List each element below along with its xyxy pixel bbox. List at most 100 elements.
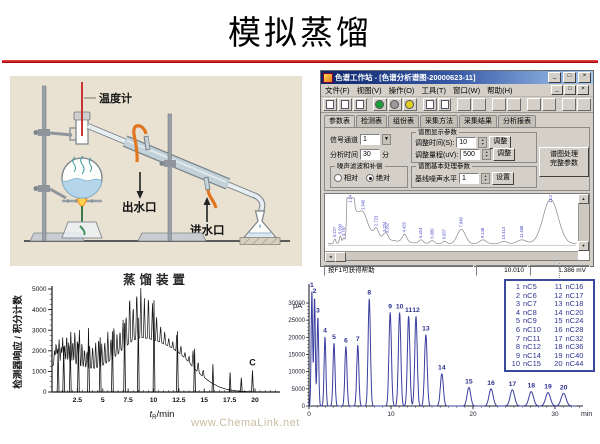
svg-text:20: 20 [560,384,568,391]
toolbar-new-button[interactable] [323,98,337,111]
menu-item[interactable]: 工具(T) [421,85,446,95]
legend-entry: 20 nC44 [554,359,584,369]
svg-text:14: 14 [438,365,446,372]
svg-text:13: 13 [422,326,430,333]
svg-text:2.5: 2.5 [73,397,83,404]
tab-5[interactable]: 采集结果 [459,115,497,127]
set-button[interactable]: 设置 [492,172,514,185]
adjust-button[interactable]: 调整 [493,148,516,161]
tab-1[interactable]: 参数表 [324,115,355,127]
radio-absolute[interactable]: 绝对 [366,173,390,183]
chevron-down-icon[interactable]: ▼ [382,134,391,145]
tab-2[interactable]: 检测表 [356,115,387,127]
svg-text:4: 4 [323,328,327,335]
svg-text:9.148: 9.148 [480,227,485,238]
toolbar-save-button[interactable] [352,98,367,111]
child-window-buttons: _ □ × [551,85,589,95]
menu-item[interactable]: 文件(F) [325,85,350,95]
water-outlet-hose [132,124,148,163]
toolbar-blank-button[interactable] [542,98,557,111]
toolbar-open-button[interactable] [337,98,352,111]
tab-6[interactable]: 分析报表 [498,115,536,127]
window-titlebar[interactable]: 色谱工作站 - [色谱分析谱图-20000623-11] _ □ × [321,71,593,84]
toolbar-blank-button[interactable] [457,98,472,111]
display-row1-input[interactable]: 10 [456,137,477,148]
process-button[interactable]: 谱图处理 完整参数 [539,147,589,177]
toolbar-stop-gray-button[interactable] [387,98,402,111]
toolbar-blank-button[interactable] [562,98,576,111]
svg-text:11: 11 [405,307,412,314]
legend-entry: 13 nC18 [554,299,584,309]
signal-channel-field: 信号通道 1 ▼ [330,134,391,145]
child-close-button[interactable]: × [577,85,589,95]
svg-text:18: 18 [527,383,535,390]
vertical-scrollbar[interactable]: ▲ ▼ [578,194,589,251]
spinner-icon[interactable]: ▴ ▾ [482,149,492,160]
svg-text:4.429: 4.429 [402,222,407,233]
menu-item[interactable]: 操作(O) [388,85,415,95]
menu-item[interactable]: 帮助(H) [487,85,513,95]
app-icon [323,72,333,83]
toolbar-pause-yellow-button[interactable] [402,98,417,111]
svg-text:6.837: 6.837 [442,228,447,239]
legend-entry: 18 nC36 [554,342,584,352]
svg-text:20: 20 [251,397,259,404]
svg-text:2000: 2000 [32,348,47,355]
svg-text:2.723: 2.723 [373,215,378,226]
scroll-thumb[interactable] [335,252,346,262]
toolbar-blank-button[interactable] [507,98,522,111]
baseline-input[interactable]: 1 [459,173,479,184]
baseline-groupbox: 谱图基本处理参数 基线噪声水平 1 ▴ ▾ 设置 [411,163,537,188]
child-minimize-button[interactable]: _ [551,85,563,95]
radio-icon[interactable] [334,174,342,182]
tab-4[interactable]: 采集方法 [420,115,458,127]
toolbar-blank-button[interactable] [492,98,507,111]
toolbar-blank-button[interactable] [576,98,591,111]
signal-channel-select[interactable]: 1 [360,134,380,145]
child-restore-button[interactable]: □ [564,85,576,95]
maximize-button[interactable]: □ [563,72,576,83]
svg-text:1: 1 [310,282,314,289]
apparatus-caption: 蒸馏装置 [122,273,189,287]
toolbar-chart-button[interactable] [422,98,437,111]
spinner-icon[interactable]: ▴ ▾ [478,137,488,148]
noise-groupbox: 噪声滤波和补偿 相对 绝对 [330,163,408,188]
horizontal-scrollbar[interactable]: ◄ [325,251,578,262]
new-icon [325,100,334,109]
toolbar-blank-button[interactable] [472,98,487,111]
apparatus-drawing: 温度计 出水口 [24,82,290,245]
radio-relative[interactable]: 相对 [334,173,358,183]
scroll-up-icon[interactable]: ▲ [578,194,589,204]
svg-text:11.488: 11.488 [519,225,524,238]
legend-entry: 12 nC17 [554,290,584,300]
water-inlet-hose [206,189,218,209]
menu-item[interactable]: 窗口(W) [453,85,481,95]
svg-text:6.089: 6.089 [429,228,434,239]
water-outlet-arrow [136,172,144,199]
toolbar-print-button[interactable] [437,98,452,111]
display-row2-input[interactable]: 500 [460,149,481,160]
radio-icon[interactable] [366,174,374,182]
legend-entry: 10 nC15 [511,359,541,369]
spinner-icon[interactable]: ▴ ▾ [481,173,490,184]
tab-3[interactable]: 组份表 [388,115,419,127]
scroll-down-icon[interactable]: ▼ [578,241,589,251]
left-chart-xlabel: tR/min [150,409,175,421]
toolbar-blank-button[interactable] [527,98,542,111]
display-row2-label: 调整量程(uV): [415,151,459,159]
analysis-time-input[interactable]: 30 [360,149,380,160]
analysis-time-label: 分析时间 [330,151,358,159]
svg-text:2: 2 [313,288,317,295]
middle-stand [137,113,207,242]
right-chart-ylabel: pA [293,301,302,310]
close-button[interactable]: × [578,72,591,83]
minimize-button[interactable]: _ [548,72,561,83]
toolbar-start-green-button[interactable] [372,98,387,111]
svg-text:0: 0 [302,404,306,410]
watermark: www.ChemaLink.net [191,417,300,429]
svg-text:12: 12 [412,307,420,314]
svg-text:0: 0 [43,389,47,396]
thermometer [81,82,96,136]
menu-item[interactable]: 视图(V) [356,85,382,95]
